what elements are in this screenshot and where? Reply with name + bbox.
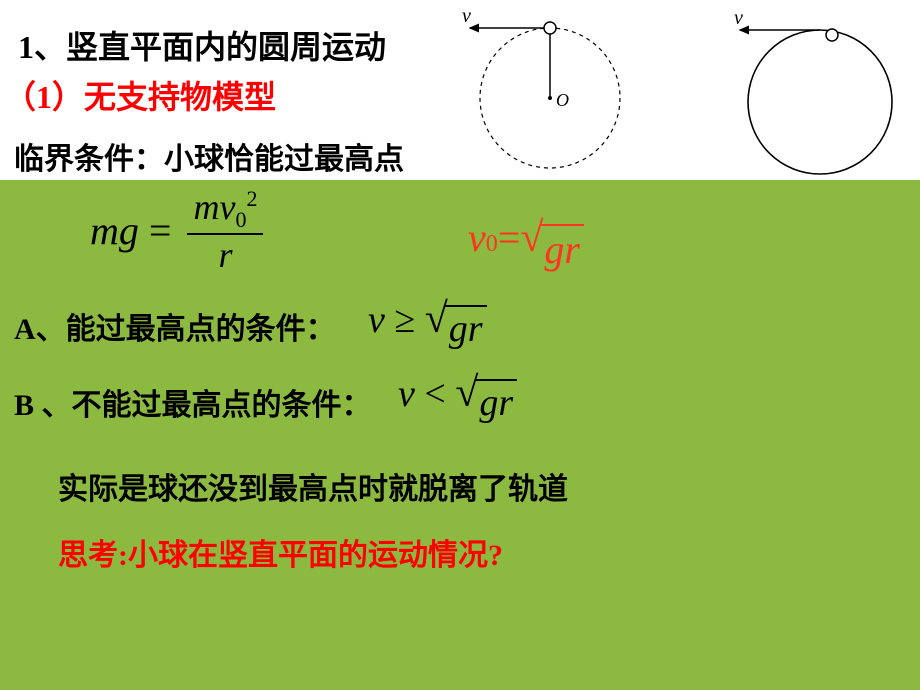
diagram-track-model: v <box>720 8 910 178</box>
condA-sqrt: √ gr <box>425 305 487 353</box>
equation-v0: v0 = √ gr <box>468 214 584 274</box>
eq2-eq-sign: = <box>498 214 521 261</box>
eq2-radicand: gr <box>540 224 584 274</box>
eq2-v: v <box>468 214 486 261</box>
subtitle-model: （1）无支持物模型 <box>4 72 276 118</box>
center-dot <box>548 96 552 100</box>
condA-lhs: v <box>368 299 385 341</box>
solid-circle <box>748 30 892 174</box>
eq-num-mv: mv <box>193 187 235 227</box>
eq-num-sup: 2 <box>246 186 257 211</box>
eq-num-sub: 0 <box>235 207 246 232</box>
think-note: 思考:小球在竖直平面的运动情况? <box>58 530 503 574</box>
eq-fraction: mv02 r <box>187 188 263 273</box>
condition-a-expr: v ≥ √ gr <box>368 298 487 353</box>
eq-equals: = <box>149 207 172 254</box>
condB-lhs: v <box>398 373 415 415</box>
eq-lhs: mg <box>90 207 139 254</box>
condB-sqrt: √ gr <box>455 379 517 427</box>
condA-radicand: gr <box>445 305 487 353</box>
condition-b-expr: v < √ gr <box>398 372 517 427</box>
main-title: 1、竖直平面内的圆周运动 <box>18 22 386 68</box>
equation-critical: mg = mv02 r <box>90 188 263 273</box>
diagram-string-model: O v <box>440 6 640 176</box>
ball-top <box>544 22 556 34</box>
eq2-sub0: 0 <box>486 231 498 258</box>
v-label-1: v <box>462 6 471 27</box>
eq-numerator: mv02 <box>187 188 263 235</box>
critical-condition-label: 临界条件：小球恰能过最高点 <box>14 134 404 178</box>
condB-radicand: gr <box>475 379 517 427</box>
condition-b-label: B 、不能过最高点的条件： <box>14 380 372 424</box>
v-label-2: v <box>734 8 743 29</box>
center-label: O <box>556 90 569 110</box>
condA-op: ≥ <box>394 299 424 341</box>
actual-note: 实际是球还没到最高点时就脱离了轨道 <box>58 464 568 508</box>
eq2-sqrt: √ gr <box>520 224 584 274</box>
condition-a-label: A、能过最高点的条件： <box>14 304 336 348</box>
ball-on-track <box>826 29 838 41</box>
eq-denominator: r <box>218 235 232 273</box>
condB-op: < <box>424 373 455 415</box>
